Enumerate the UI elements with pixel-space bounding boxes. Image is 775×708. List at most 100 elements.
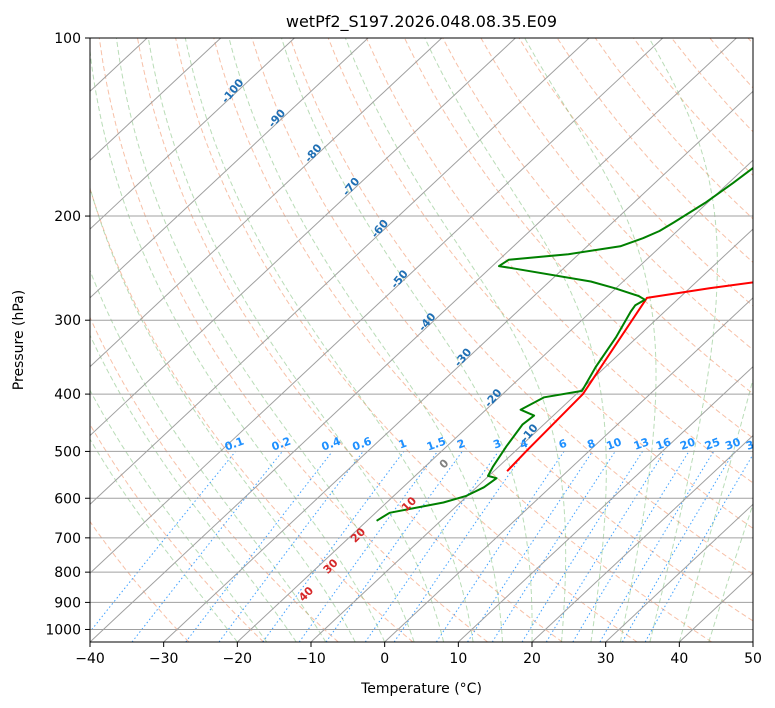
mixing-ratio-line [467,451,593,642]
mixing-ratio-label: 6 [557,437,569,452]
isotherm-line [310,228,753,642]
mixing-ratio-line [599,451,715,642]
dry-adiabat-label: -40 [416,310,439,334]
mixing-ratio-label: 0.6 [351,435,374,454]
moist-adiabat-line [90,334,297,642]
isotherm-line [90,38,222,161]
dry-adiabat-label: -70 [340,175,363,199]
isotherm-line [531,434,753,642]
y-axis-title: Pressure (hPa) [11,290,27,390]
mixing-ratio-line [298,451,438,642]
mixing-ratio-label: 8 [585,437,597,452]
dry-adiabat-line [671,38,753,133]
isotherm-line [384,297,753,642]
mixing-ratio-label: 2 [455,437,467,452]
x-tick-label: −40 [75,651,105,667]
mixing-ratio-line [185,451,333,642]
mixing-ratio-label: 1.5 [425,435,448,454]
isotherm-line [752,641,753,642]
line-labels: 0.1 0.2 0.4 0.6 1 1.5 2 3 4 6 8 10 13 16 20 25 30 36-100-… [219,76,763,604]
mixing-ratio-label: 10 [605,435,624,453]
x-tick-label: −10 [296,651,326,667]
dry-adiabat-label: -50 [388,267,411,291]
mixing-ratio-label: 4 [518,437,530,452]
isotherm-line [90,38,737,642]
dry-adiabat-line [747,38,753,45]
y-tick-label: 900 [54,595,81,611]
mixing-ratio-line [131,451,283,642]
y-tick-label: 100 [54,31,81,47]
y-tick-label: 300 [54,313,81,329]
mixing-ratio-label: 13 [632,435,651,452]
dry-adiabat-line [518,38,753,307]
moist-adiabat-label: 20 [348,525,368,545]
y-tick-label: 400 [54,387,81,403]
mixing-ratio-label: 30 [723,435,742,453]
mixing-ratio-line [90,451,236,633]
dry-adiabat-line [98,38,488,642]
isotherm-line [605,503,753,642]
mixing-ratio-line [393,451,526,642]
moist-adiabat-line [424,38,607,642]
x-tick-label: 40 [670,651,688,667]
moist-adiabat-line [90,269,327,642]
moist-adiabat-line [678,377,753,642]
dry-adiabat-line [213,38,712,642]
mixing-ratio-line [621,451,735,642]
dry-adiabat-line [137,38,563,642]
dry-adiabat-line [90,520,190,642]
mixing-ratio-line [572,451,690,642]
mixing-ratio-line [521,451,644,642]
mixing-ratio-label: 0.4 [320,435,343,454]
chart-title: wetPf2_S197.2026.048.08.35.E09 [286,12,557,32]
y-tick-label: 600 [54,491,81,507]
plot-frame [89,37,754,643]
y-tick-label: 1000 [45,622,81,638]
dry-adiabat-line [594,38,753,220]
x-tick-label: 50 [744,651,762,667]
series-lines [376,166,753,522]
mixing-ratio-label: 0.2 [270,435,293,454]
isotherm-line [90,38,590,506]
mixing-ratio-label: 3 [491,437,503,452]
mixing-ratio-line [218,451,364,642]
moist-adiabat-line [524,38,657,642]
grid-lines [90,38,753,642]
mixing-ratio-line [364,451,499,642]
x-tick-label: −30 [149,651,179,667]
dry-adiabat-line [251,38,753,622]
mixing-ratio-line [262,451,405,642]
isotherm-line [457,365,753,642]
moist-adiabat-line [90,186,356,642]
dry-adiabat-label: -100 [219,76,247,106]
moist-adiabat-line [184,38,474,642]
moist-adiabat-line [90,438,238,642]
moist-adiabat-label: 30 [321,556,341,576]
x-axis-title: Temperature (°C) [360,681,482,697]
x-tick-label: 10 [449,651,467,667]
dry-adiabat-line [480,38,753,351]
temperature-profile-line [506,281,753,472]
y-tick-label: 800 [54,565,81,581]
dry-adiabat-label: -80 [302,141,325,165]
dry-adiabat-line [90,316,339,642]
x-tick-label: 30 [597,651,615,667]
dry-adiabat-label: -30 [452,345,475,369]
mixing-ratio-line [325,451,463,642]
isotherm-line [90,38,443,368]
y-tick-label: 500 [54,444,81,460]
mixing-ratio-label: 25 [703,435,722,452]
isotherm-line [236,159,753,642]
mixing-ratio-label: 36 [744,435,763,453]
background-lines [90,38,753,642]
moist-adiabat-line [648,38,718,642]
dry-adiabat-line [175,38,638,642]
dry-adiabat-line [404,38,753,439]
mixing-ratio-label: 16 [654,435,673,453]
dewpoint-profile-line [376,166,753,522]
y-axis: 1000 900 800 700 600 500 400 300 200 100 [45,31,90,638]
moist-adiabat-line [281,38,533,642]
mixing-ratio-line [644,453,753,642]
mixing-ratio-line [545,451,666,642]
moist-adiabat-line [228,38,503,642]
